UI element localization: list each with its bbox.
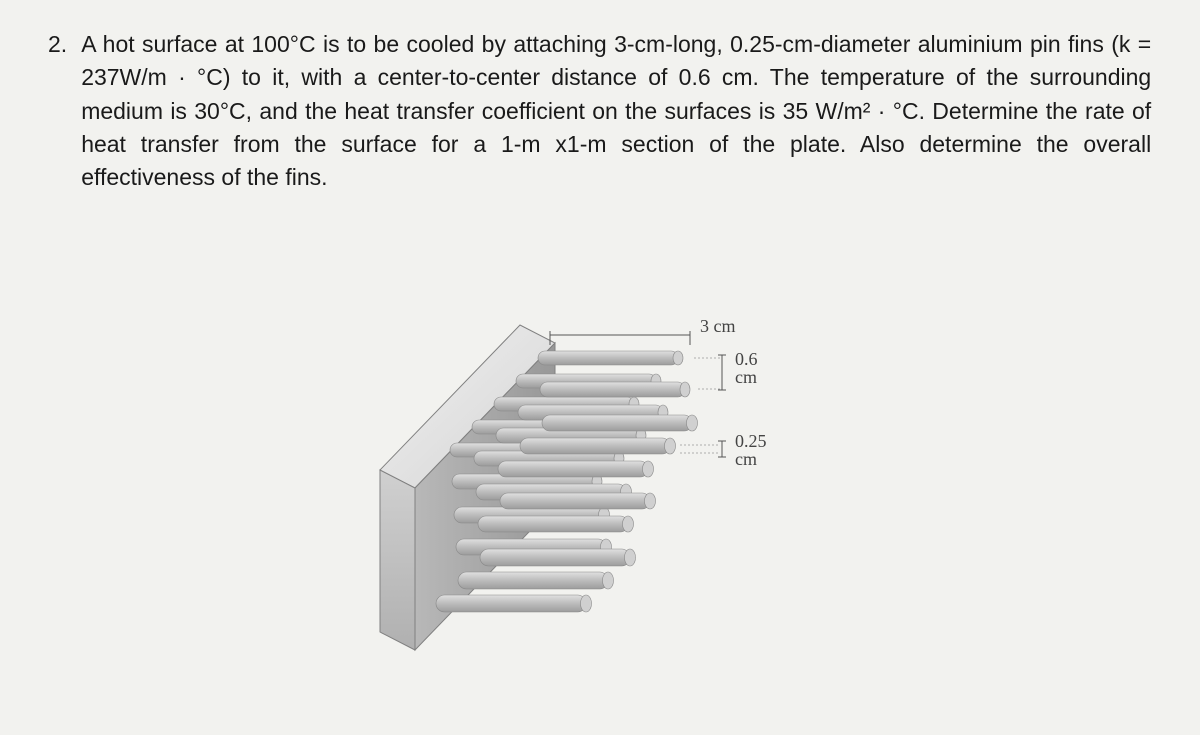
problem-text: A hot surface at 100°C is to be cooled b…	[81, 28, 1151, 195]
figure-container: 3 cm 0.6 cm 0.25 cm	[48, 255, 1152, 675]
dim-diameter-unit: cm	[735, 449, 757, 469]
pin-fin-figure: 3 cm 0.6 cm 0.25 cm	[340, 255, 860, 675]
dim-spacing-unit: cm	[735, 367, 757, 387]
dim-spacing-value: 0.6	[735, 349, 758, 369]
dim-diameter: 0.25 cm	[735, 432, 767, 468]
dim-length-value: 3	[700, 316, 709, 336]
problem-block: 2. A hot surface at 100°C is to be coole…	[48, 28, 1152, 195]
dim-length: 3 cm	[700, 317, 736, 335]
problem-number: 2.	[48, 28, 67, 195]
dim-spacing: 0.6 cm	[735, 350, 758, 386]
dim-length-unit: cm	[714, 316, 736, 336]
dim-diameter-value: 0.25	[735, 431, 767, 451]
